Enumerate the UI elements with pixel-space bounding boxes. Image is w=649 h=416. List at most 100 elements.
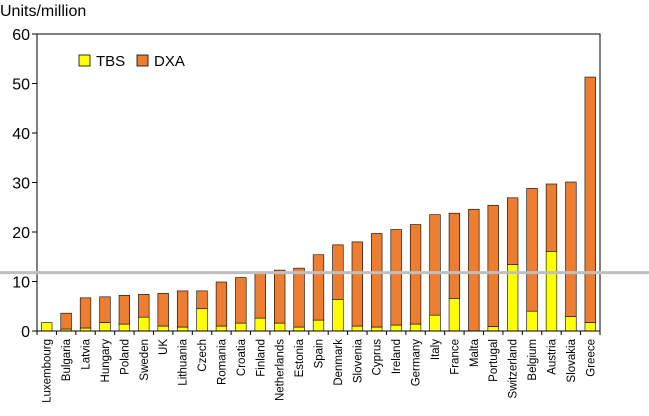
bar-dxa-cyprus (371, 233, 383, 328)
bar-tbs-hungary (99, 322, 111, 332)
bar-tbs-portugal (487, 326, 499, 332)
y-tick-label: 10 (12, 275, 30, 292)
bar-tbs-slovenia (351, 325, 363, 332)
x-category-label: Poland (119, 339, 131, 375)
x-category-label: France (449, 339, 461, 375)
bar-dxa-netherlands (274, 269, 286, 324)
x-category-label: Sweden (139, 339, 151, 381)
x-category-label: Malta (469, 338, 481, 367)
bar-dxa-bulgaria (60, 312, 72, 330)
bar-tbs-france (448, 298, 461, 332)
bar-dxa-uk (157, 293, 169, 327)
x-category-label: Luxembourg (42, 339, 54, 403)
bar-dxa-hungary (99, 296, 111, 323)
x-category-label: Estonia (294, 338, 306, 377)
x-category-label: Belgium (527, 339, 539, 381)
bar-dxa-sweden (138, 294, 150, 318)
x-category-label: Netherlands (275, 339, 287, 401)
bar-tbs-italy (429, 314, 441, 332)
x-axis-ticks: Luxembourg Bulgaria Latvia Hungary Poland Swe… (36, 331, 601, 403)
bar-tbs-cyprus (371, 326, 383, 332)
bar-dxa-romania (215, 281, 228, 327)
bar-dxa-latvia (79, 297, 92, 329)
x-category-label: Switzerland (508, 339, 520, 398)
x-category-label: Italy (430, 339, 442, 360)
x-category-label: Denmark (333, 339, 345, 386)
x-category-label: Romania (216, 338, 228, 385)
x-category-label: Lithuania (178, 338, 190, 385)
bar-tbs-romania (215, 325, 228, 332)
y-tick-label: 40 (12, 126, 30, 143)
bar-tbs-lithuania (176, 326, 189, 332)
bar-tbs-luxembourg (41, 322, 53, 332)
bar-tbs-germany (409, 323, 422, 332)
bar-dxa-slovenia (351, 241, 363, 327)
legend: TBS DXA (78, 53, 185, 70)
x-category-label: Czech (197, 339, 209, 372)
x-category-label: Hungary (100, 339, 112, 383)
legend-swatch-dxa (136, 54, 149, 67)
y-tick-label: 30 (12, 176, 30, 193)
y-tick-label: 0 (21, 324, 30, 341)
y-axis-ticks: 0 10 20 30 40 50 60 (12, 27, 37, 341)
bar-dxa-italy (429, 214, 441, 316)
x-category-label: Slovenia (352, 338, 364, 383)
legend-label-tbs: TBS (96, 53, 125, 70)
bar-tbs-ireland (390, 324, 402, 332)
bar-tbs-switzerland (506, 264, 519, 332)
bar-tbs-spain (312, 319, 325, 332)
x-category-label: Greece (585, 339, 597, 377)
legend-label-dxa: DXA (154, 53, 185, 70)
x-category-label: Germany (411, 339, 423, 387)
y-tick-label: 50 (12, 77, 30, 94)
bar-dxa-belgium (526, 188, 538, 312)
x-category-label: Cyprus (372, 339, 384, 376)
x-category-label: Portugal (488, 339, 500, 382)
bar-tbs-uk (157, 325, 169, 332)
bar-dxa-poland (118, 295, 131, 325)
bar-tbs-estonia (293, 326, 305, 332)
bar-dxa-france (448, 212, 461, 299)
bar-tbs-belgium (526, 310, 538, 332)
y-axis-label: Units/million (0, 3, 86, 20)
x-category-label: Ireland (391, 339, 403, 374)
x-category-label: Slovakia (566, 338, 578, 382)
x-category-label: Austria (546, 338, 558, 374)
y-tick-label: 20 (12, 225, 30, 242)
bar-dxa-portugal (487, 204, 499, 327)
plot-area (36, 33, 601, 332)
bar-dxa-lithuania (176, 290, 189, 328)
bars (41, 76, 596, 332)
x-category-label: Bulgaria (61, 338, 73, 381)
x-category-label: Latvia (81, 338, 93, 369)
bar-tbs-greece (584, 322, 596, 332)
bar-dxa-switzerland (506, 197, 519, 265)
y-tick-label: 60 (12, 27, 30, 44)
bar-tbs-denmark (332, 299, 344, 332)
x-category-label: Finland (255, 339, 267, 377)
bar-tbs-czech (196, 308, 208, 332)
legend-swatch-tbs (78, 54, 91, 67)
bar-tbs-austria (545, 251, 558, 332)
x-category-label: UK (158, 339, 170, 355)
bar-tbs-slovakia (565, 316, 577, 332)
bar-dxa-slovakia (565, 181, 577, 317)
x-category-label: Croatia (236, 338, 248, 376)
x-category-label: Spain (314, 339, 326, 368)
bar-dxa-croatia (235, 277, 247, 324)
bar-tbs-netherlands (274, 322, 286, 332)
bar-dxa-germany (409, 224, 422, 325)
bar-dxa-ireland (390, 229, 402, 326)
bar-tbs-poland (118, 323, 131, 332)
bar-tbs-croatia (235, 322, 247, 332)
bar-dxa-austria (545, 183, 558, 252)
bar-dxa-estonia (293, 267, 305, 328)
bar-tbs-finland (254, 317, 266, 332)
bar-dxa-malta (468, 208, 480, 332)
bar-dxa-spain (312, 254, 325, 321)
bar-dxa-greece (584, 76, 596, 323)
bar-dxa-finland (254, 273, 266, 319)
bar-tbs-sweden (138, 316, 150, 332)
bar-dxa-czech (196, 290, 208, 310)
